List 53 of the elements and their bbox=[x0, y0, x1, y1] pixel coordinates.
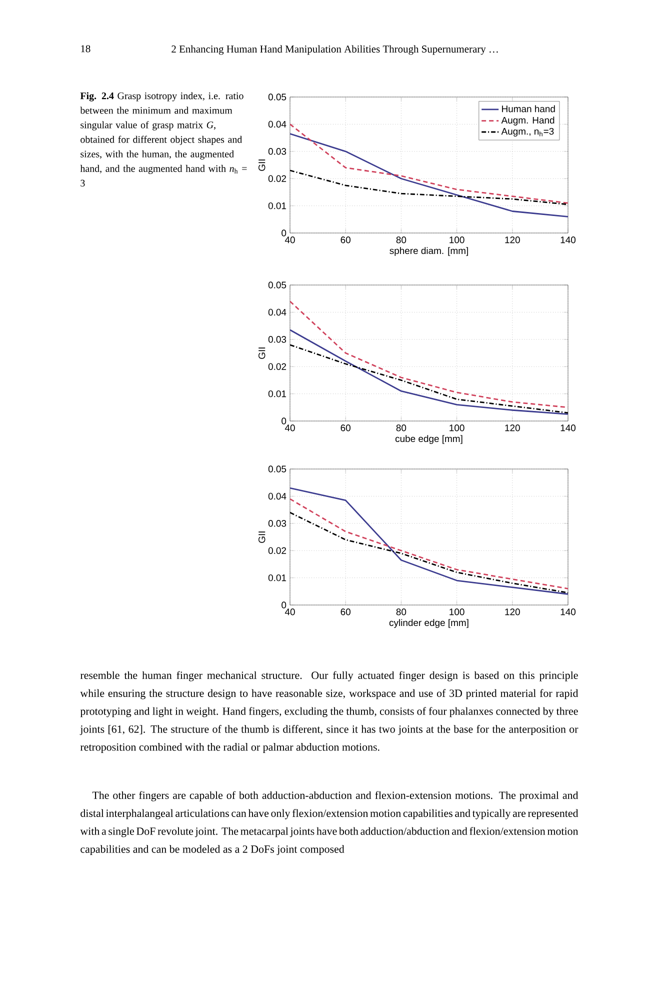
x-tick-label: 140 bbox=[560, 424, 576, 432]
legend-label: Human hand bbox=[502, 105, 555, 112]
text: 18 bbox=[81, 45, 90, 52]
y-tick-label: 0.04 bbox=[268, 120, 286, 128]
x-tick-label: 40 bbox=[284, 424, 295, 432]
x-tick-label: 120 bbox=[505, 236, 520, 244]
legend-label: Augm. Hand bbox=[501, 116, 554, 126]
text: Fig. 2.4 Grasp isotropy index, i.e. ratio between the minimum and maximum singular value of grasp matrix G, obtained for different object shapes and sizes, with the human, the augmented hand, and the augmented hand with n$_{h}$ = 3 bbox=[80, 92, 247, 186]
y-tick-label: 0.05 bbox=[268, 466, 286, 472]
x-tick-label: 40 bbox=[284, 608, 295, 616]
x-tick-label: 40 bbox=[284, 236, 295, 244]
text: 2 Enhancing Human Hand Manipulation Abilities Through Supernumerary … bbox=[172, 45, 498, 55]
x-tick-label: 120 bbox=[505, 608, 520, 616]
y-tick-label: 0 bbox=[282, 418, 286, 424]
x-tick-label: 80 bbox=[396, 608, 406, 616]
x-axis-title: cylinder edge [mm] bbox=[389, 619, 468, 628]
y-tick-label: 0.01 bbox=[268, 390, 286, 398]
x-axis-title: cube edge [mm] bbox=[395, 435, 462, 444]
y-axis-title: GII bbox=[258, 348, 266, 359]
y-axis-title: GII bbox=[258, 532, 266, 543]
x-tick-label: 120 bbox=[505, 424, 520, 432]
x-tick-label: 100 bbox=[450, 424, 464, 432]
x-tick-label: 140 bbox=[560, 608, 576, 616]
y-tick-label: 0.03 bbox=[268, 148, 286, 155]
y-tick-label: 0.03 bbox=[268, 520, 286, 527]
x-tick-label: 80 bbox=[396, 424, 406, 432]
y-tick-label: 0.03 bbox=[268, 336, 286, 343]
y-tick-label: 0.05 bbox=[268, 94, 286, 100]
y-tick-label: 0.01 bbox=[268, 202, 286, 210]
y-tick-label: 0.02 bbox=[268, 175, 286, 182]
x-tick-label: 60 bbox=[340, 236, 350, 244]
line-series bbox=[290, 512, 568, 594]
x-tick-label: 60 bbox=[340, 424, 350, 432]
line-series bbox=[290, 329, 568, 415]
y-tick-label: 0.05 bbox=[268, 282, 286, 288]
text: The other fingers are capable of both adduction-abduction and flexion-extension motions. The proximal and distal interphalangeal articulations can have only flexion/extension motion capabilities and typically are represented with a single DoF revolute joint. The metacarpal joints have both adduction/abduction and flexion/extension motion capabilities and can be modeled as a 2 DoFs joint composed bbox=[80, 791, 578, 856]
line-series bbox=[290, 487, 568, 595]
x-tick-label: 100 bbox=[450, 608, 464, 616]
text: resemble the human finger mechanical structure. Our fully actuated finger design is based on this principle while ensuring the structure design to have reasonable size, workspace and use of 3D printed material for rapid prototyping and light in weight. Hand fingers, excluding the thumb, consists of four phalanxes connected by three joints [61, 62]. The structure of the thumb is different, since it has two joints at the base for the anterposition or retroposition combined with the radial or palmar abduction motions. bbox=[80, 671, 578, 753]
y-tick-label: 0.01 bbox=[268, 574, 286, 582]
y-tick-label: 0.02 bbox=[268, 363, 286, 370]
x-tick-label: 60 bbox=[340, 608, 350, 616]
y-tick-label: 0 bbox=[282, 602, 286, 608]
y-tick-label: 0.02 bbox=[268, 547, 286, 554]
y-axis-title: GII bbox=[258, 160, 266, 171]
y-tick-label: 0.04 bbox=[268, 492, 286, 500]
x-axis-title: sphere diam. [mm] bbox=[390, 247, 468, 256]
y-tick-label: 0.04 bbox=[268, 308, 286, 316]
x-tick-label: 80 bbox=[396, 236, 406, 244]
y-tick-label: 0 bbox=[282, 230, 286, 236]
x-tick-label: 100 bbox=[450, 236, 464, 244]
legend-label: Augm., n$_{h}$=3 bbox=[501, 128, 554, 137]
x-tick-label: 140 bbox=[560, 236, 576, 244]
